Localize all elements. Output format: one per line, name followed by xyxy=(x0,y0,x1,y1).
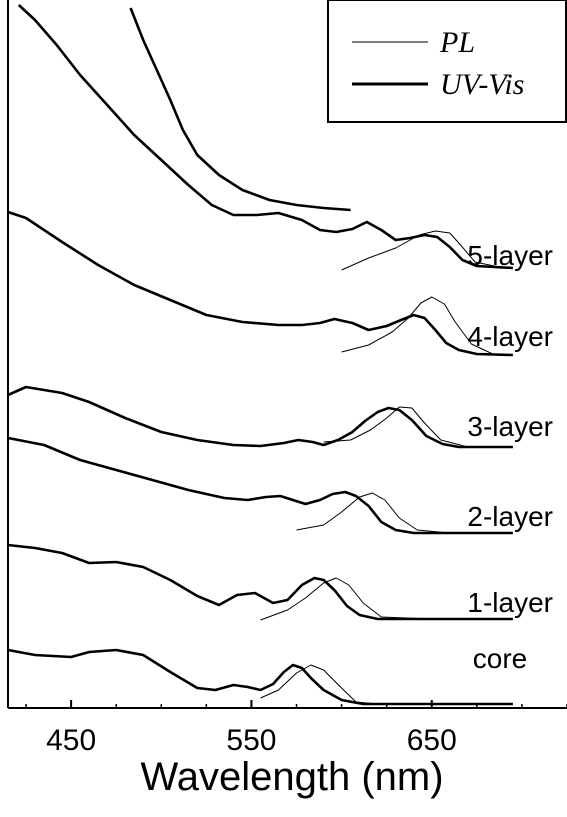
x-tick-label-550: 550 xyxy=(226,724,276,757)
x-ticks: 450 550 650 xyxy=(25,700,567,757)
series-label-1-layer: 1-layer xyxy=(467,587,553,618)
uvvis-line-core xyxy=(7,648,513,706)
series-label-4-layer: 4-layer xyxy=(467,321,553,352)
pl-line-4-layer xyxy=(341,296,496,356)
series-labels: core 1-layer 2-layer 3-layer 4-layer 5-layer xyxy=(467,240,553,674)
x-tick-label-450: 450 xyxy=(46,724,96,757)
legend-label-pl: PL xyxy=(439,26,475,59)
legend-box xyxy=(327,0,567,123)
uvvis-line-2-layer xyxy=(7,436,513,535)
uvvis-line-1-layer xyxy=(7,543,513,621)
pl-line-3-layer xyxy=(323,406,468,448)
series-layer xyxy=(7,4,513,706)
x-tick-label-650: 650 xyxy=(407,724,457,757)
pl-line-core xyxy=(260,664,432,705)
uvvis-line-3-layer xyxy=(7,385,513,449)
uvvis-line-5-layer xyxy=(17,4,513,270)
series-label-5-layer: 5-layer xyxy=(467,240,553,271)
uvvis-line-extra-6 xyxy=(129,7,351,212)
uvvis-line-4-layer xyxy=(7,210,513,357)
series-label-core: core xyxy=(473,643,527,674)
legend-label-uvvis: UV-Vis xyxy=(440,68,524,101)
pl-line-2-layer xyxy=(296,492,450,534)
x-axis-title: Wavelength (nm) xyxy=(140,755,443,799)
legend: PL UV-Vis xyxy=(327,0,567,123)
pl-line-5-layer xyxy=(341,230,505,271)
pl-line-1-layer xyxy=(260,577,432,621)
series-label-2-layer: 2-layer xyxy=(467,501,553,532)
series-label-3-layer: 3-layer xyxy=(467,411,553,442)
